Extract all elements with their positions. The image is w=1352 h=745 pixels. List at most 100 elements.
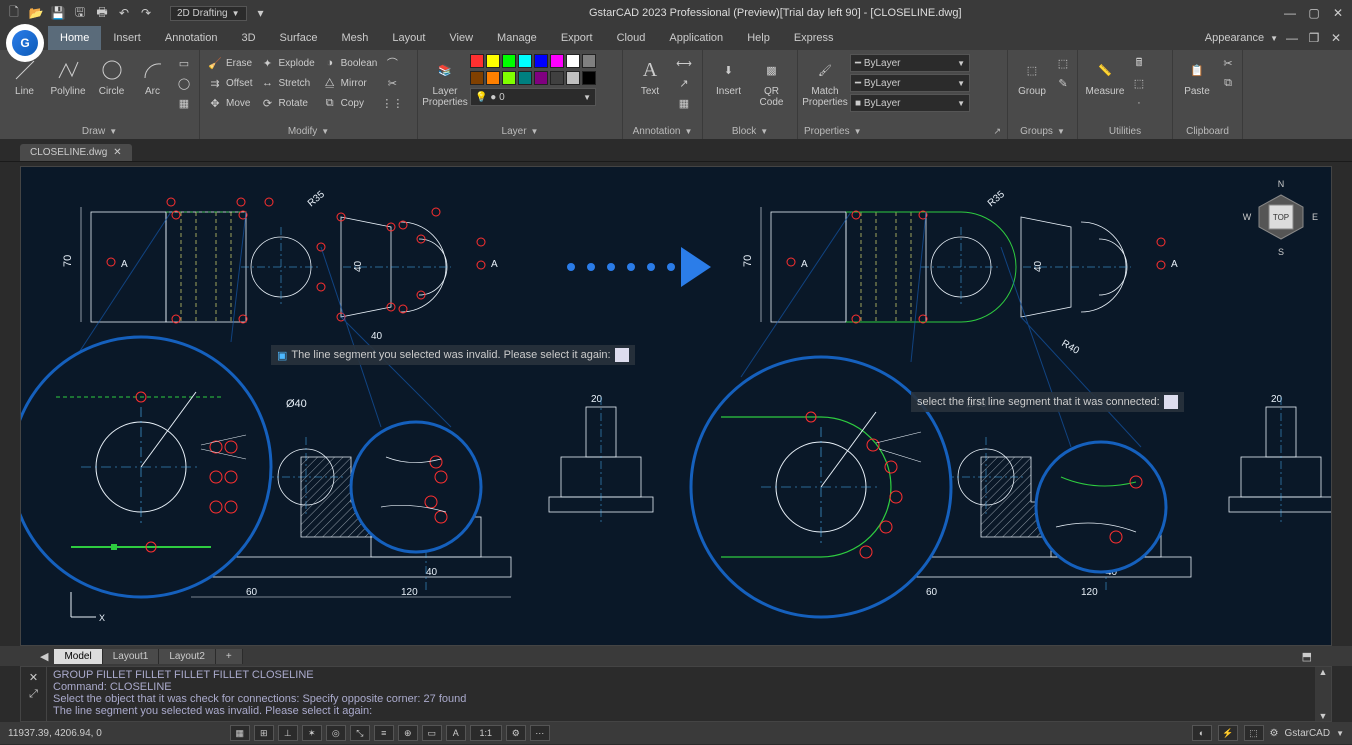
paste-button[interactable]: 📋Paste bbox=[1179, 54, 1215, 99]
dim-button[interactable]: ⟷ bbox=[675, 54, 693, 72]
mirror-button[interactable]: ⧋Mirror bbox=[321, 74, 380, 92]
menu-tab-express[interactable]: Express bbox=[782, 26, 846, 50]
open-icon[interactable]: 📂 bbox=[28, 5, 44, 21]
color-swatch[interactable] bbox=[534, 71, 548, 85]
select-button[interactable]: ⬚ bbox=[1130, 74, 1148, 92]
cmd-expand-icon[interactable]: ⤢ bbox=[29, 688, 38, 701]
leader-button[interactable]: ↗ bbox=[675, 74, 693, 92]
tab-nav-icon[interactable]: ⬒ bbox=[1302, 650, 1312, 663]
menu-tab-insert[interactable]: Insert bbox=[101, 26, 153, 50]
menu-tab-help[interactable]: Help bbox=[735, 26, 782, 50]
group-button[interactable]: ⬚Group bbox=[1014, 54, 1050, 99]
osnap-toggle[interactable]: ◎ bbox=[326, 725, 346, 741]
hardware-button[interactable]: ⚡ bbox=[1218, 725, 1238, 741]
menu-tab-export[interactable]: Export bbox=[549, 26, 605, 50]
offset-button[interactable]: ⇉Offset bbox=[206, 74, 255, 92]
move-button[interactable]: ✥Move bbox=[206, 94, 255, 112]
save-icon[interactable]: 💾 bbox=[50, 5, 66, 21]
polyline-button[interactable]: Polyline bbox=[47, 54, 89, 99]
scale-readout[interactable]: 1:1 bbox=[470, 725, 502, 741]
boolean-button[interactable]: ◑Boolean bbox=[321, 54, 380, 72]
fillet-button[interactable]: ⌒ bbox=[383, 54, 401, 72]
annoscale-toggle[interactable]: ⚙ bbox=[506, 725, 526, 741]
color-swatch[interactable] bbox=[518, 54, 532, 68]
color-swatch[interactable] bbox=[470, 71, 484, 85]
menu-tab-cloud[interactable]: Cloud bbox=[605, 26, 658, 50]
color-swatch[interactable] bbox=[566, 54, 580, 68]
ortho-toggle[interactable]: ⊥ bbox=[278, 725, 298, 741]
menu-tab-home[interactable]: Home bbox=[48, 26, 101, 50]
lineweight-combo[interactable]: ━ ByLayer▼ bbox=[850, 74, 970, 92]
copy-button[interactable]: ⧉Copy bbox=[321, 94, 380, 112]
group-edit-button[interactable]: ✎ bbox=[1054, 74, 1072, 92]
doc-restore-icon[interactable]: ❐ bbox=[1306, 30, 1322, 46]
viewcube[interactable]: TOP N S E W bbox=[1241, 177, 1321, 257]
print-icon[interactable]: 🖶 bbox=[94, 5, 110, 21]
menu-tab-surface[interactable]: Surface bbox=[268, 26, 330, 50]
polar-toggle[interactable]: ✶ bbox=[302, 725, 322, 741]
menu-tab-manage[interactable]: Manage bbox=[485, 26, 549, 50]
gear-icon[interactable]: ⚙ bbox=[1270, 728, 1279, 739]
doc-close-icon[interactable]: ✕ bbox=[1328, 30, 1344, 46]
file-tab[interactable]: CLOSELINE.dwg ✕ bbox=[20, 144, 132, 161]
color-swatch[interactable] bbox=[502, 54, 516, 68]
prompt-input[interactable] bbox=[615, 348, 629, 362]
close-icon[interactable]: ✕ bbox=[1330, 5, 1346, 21]
color-swatch[interactable] bbox=[486, 54, 500, 68]
match-props-button[interactable]: 🖌Match Properties bbox=[804, 54, 846, 110]
minimize-icon[interactable]: — bbox=[1282, 5, 1298, 21]
redo-icon[interactable]: ↷ bbox=[138, 5, 154, 21]
color-swatch[interactable] bbox=[502, 71, 516, 85]
prompt-input[interactable] bbox=[1164, 395, 1178, 409]
linetype-combo[interactable]: ■ ByLayer▼ bbox=[850, 94, 970, 112]
model-toggle[interactable]: ▭ bbox=[422, 725, 442, 741]
color-combo[interactable]: ━ ByLayer▼ bbox=[850, 54, 970, 72]
rotate-button[interactable]: ⟳Rotate bbox=[259, 94, 317, 112]
color-swatch[interactable] bbox=[550, 54, 564, 68]
cut-button[interactable]: ✂ bbox=[1219, 54, 1237, 72]
workspace-selector[interactable]: 2D Drafting ▼ bbox=[170, 6, 247, 21]
color-swatch[interactable] bbox=[534, 54, 548, 68]
menu-tab-view[interactable]: View bbox=[437, 26, 485, 50]
layout-tab-layout1[interactable]: Layout1 bbox=[103, 649, 160, 664]
hatch-button[interactable]: ▦ bbox=[175, 94, 193, 112]
extra-toggle[interactable]: ⋯ bbox=[530, 725, 550, 741]
layout-tab-model[interactable]: Model bbox=[54, 649, 102, 664]
color-swatch[interactable] bbox=[582, 54, 596, 68]
menu-tab-application[interactable]: Application bbox=[657, 26, 735, 50]
color-swatch[interactable] bbox=[550, 71, 564, 85]
menu-tab-annotation[interactable]: Annotation bbox=[153, 26, 230, 50]
lwt-toggle[interactable]: ≡ bbox=[374, 725, 394, 741]
color-swatch[interactable] bbox=[566, 71, 580, 85]
point-button[interactable]: · bbox=[1130, 94, 1148, 112]
explode-button[interactable]: ✦Explode bbox=[259, 54, 317, 72]
close-icon[interactable]: ✕ bbox=[113, 147, 121, 158]
dyn-toggle[interactable]: ⊕ bbox=[398, 725, 418, 741]
text-button[interactable]: AText bbox=[629, 54, 671, 99]
insert-button[interactable]: ⬇Insert bbox=[709, 54, 748, 99]
snap-toggle[interactable]: ▦ bbox=[230, 725, 250, 741]
trim-button[interactable]: ✂ bbox=[383, 74, 401, 92]
appearance-label[interactable]: Appearance bbox=[1205, 32, 1264, 44]
new-icon[interactable]: 🗋 bbox=[6, 5, 22, 21]
drawing-canvas[interactable]: 70 A R35 40 bbox=[20, 166, 1332, 646]
saveas-icon[interactable]: 🖫 bbox=[72, 5, 88, 21]
table-button[interactable]: ▦ bbox=[675, 94, 693, 112]
layout-tab-+[interactable]: + bbox=[216, 649, 243, 664]
cmd-close-icon[interactable]: ✕ bbox=[29, 671, 38, 684]
tab-nav-left-icon[interactable]: ◀ bbox=[40, 650, 48, 663]
qat-dropdown-icon[interactable]: ▾ bbox=[253, 5, 269, 21]
circle-button[interactable]: Circle bbox=[93, 54, 130, 99]
clean-button[interactable]: ⬚ bbox=[1244, 725, 1264, 741]
measure-button[interactable]: 📏Measure bbox=[1084, 54, 1126, 99]
layer-props-button[interactable]: 📚Layer Properties bbox=[424, 54, 466, 110]
rect-button[interactable]: ▭ bbox=[175, 54, 193, 72]
color-swatch[interactable] bbox=[486, 71, 500, 85]
maximize-icon[interactable]: ▢ bbox=[1306, 5, 1322, 21]
erase-button[interactable]: 🧹Erase bbox=[206, 54, 255, 72]
isolate-button[interactable]: ◐ bbox=[1192, 725, 1212, 741]
color-swatch[interactable] bbox=[518, 71, 532, 85]
grid-toggle[interactable]: ⊞ bbox=[254, 725, 274, 741]
menu-tab-3d[interactable]: 3D bbox=[229, 26, 267, 50]
layout-tab-layout2[interactable]: Layout2 bbox=[159, 649, 216, 664]
